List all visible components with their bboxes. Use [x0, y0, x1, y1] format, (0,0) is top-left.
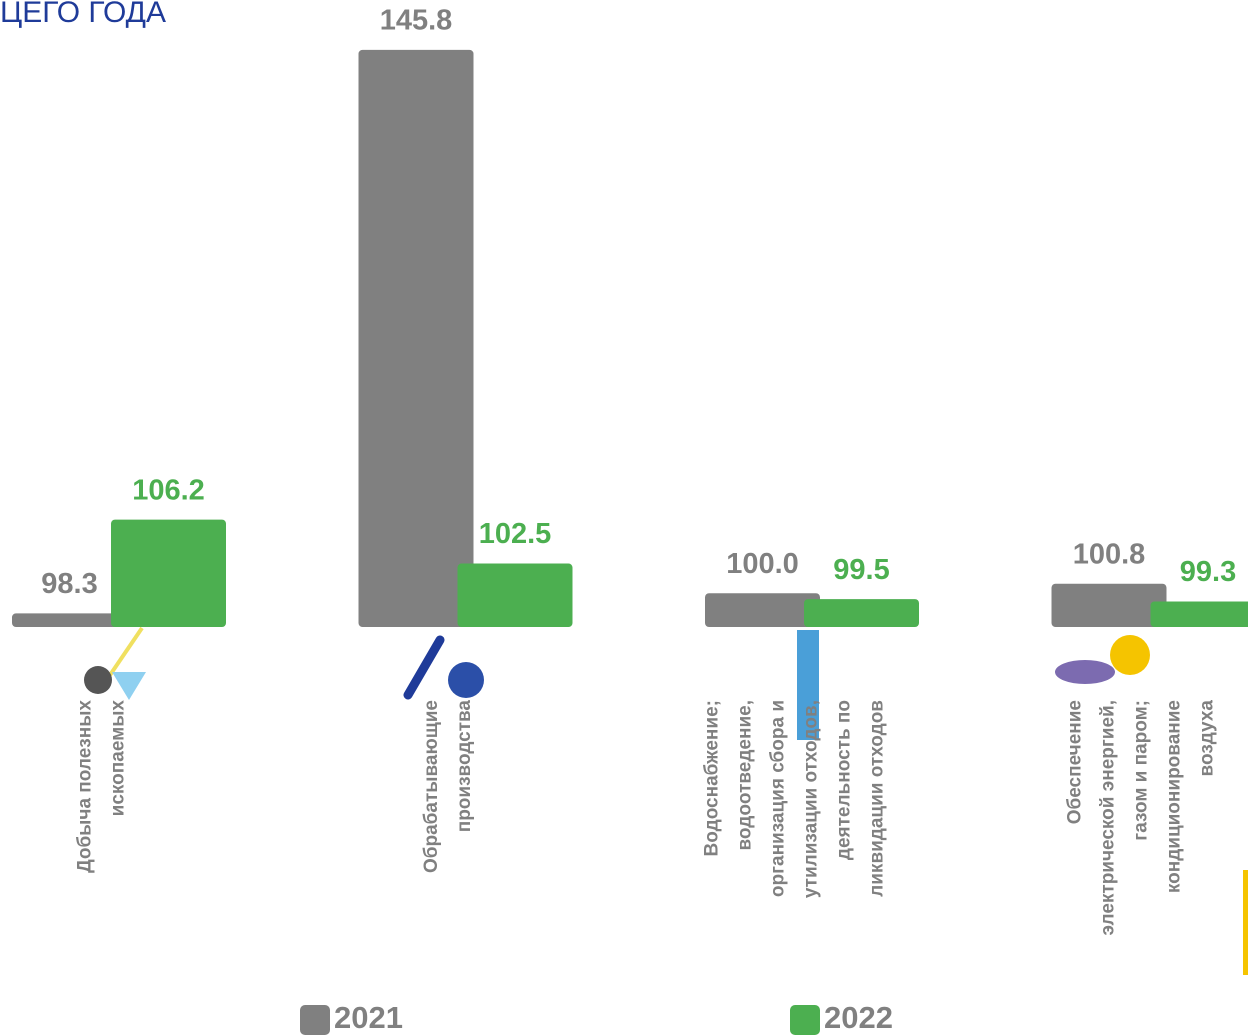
legend-label: 2022	[824, 1000, 893, 1035]
value-label: 106.2	[132, 474, 205, 506]
bar	[457, 563, 573, 627]
category-label: Добыча полезных ископаемых	[75, 700, 129, 873]
decoration	[1243, 870, 1248, 975]
chart-title: ЦЕГО ГОДА	[0, 0, 166, 29]
icon-shovel	[84, 666, 112, 694]
bar	[358, 49, 474, 627]
icon-hammer	[403, 635, 445, 700]
icon-gem	[112, 672, 146, 700]
bar	[1051, 583, 1167, 627]
bar	[12, 613, 127, 627]
category-label: Обрабатывающие производства	[421, 700, 475, 873]
icon-burner	[1055, 660, 1115, 684]
value-label: 102.5	[479, 518, 552, 550]
icons	[84, 626, 1150, 740]
bar	[705, 593, 820, 627]
bar	[1150, 601, 1248, 627]
value-label: 100.0	[726, 548, 799, 580]
bar	[111, 519, 226, 627]
legend-label: 2021	[334, 1000, 403, 1035]
bar	[804, 599, 919, 627]
category-label: Водоснабжение; водоотведение, организация …	[702, 700, 888, 898]
value-label: 99.3	[1180, 556, 1236, 588]
icon-bulb	[1110, 635, 1150, 675]
value-label: 98.3	[41, 568, 97, 600]
legend-swatch	[790, 1005, 820, 1035]
icon-shovel-handle	[106, 626, 144, 680]
icon-pipe	[797, 630, 819, 740]
value-label: 145.8	[380, 4, 453, 36]
category-label: Обеспечение электрической энергией, газом …	[1065, 700, 1218, 936]
value-label: 99.5	[833, 554, 889, 586]
value-label: 100.8	[1073, 538, 1146, 570]
icon-gear	[448, 662, 484, 698]
legend-swatch	[300, 1005, 330, 1035]
